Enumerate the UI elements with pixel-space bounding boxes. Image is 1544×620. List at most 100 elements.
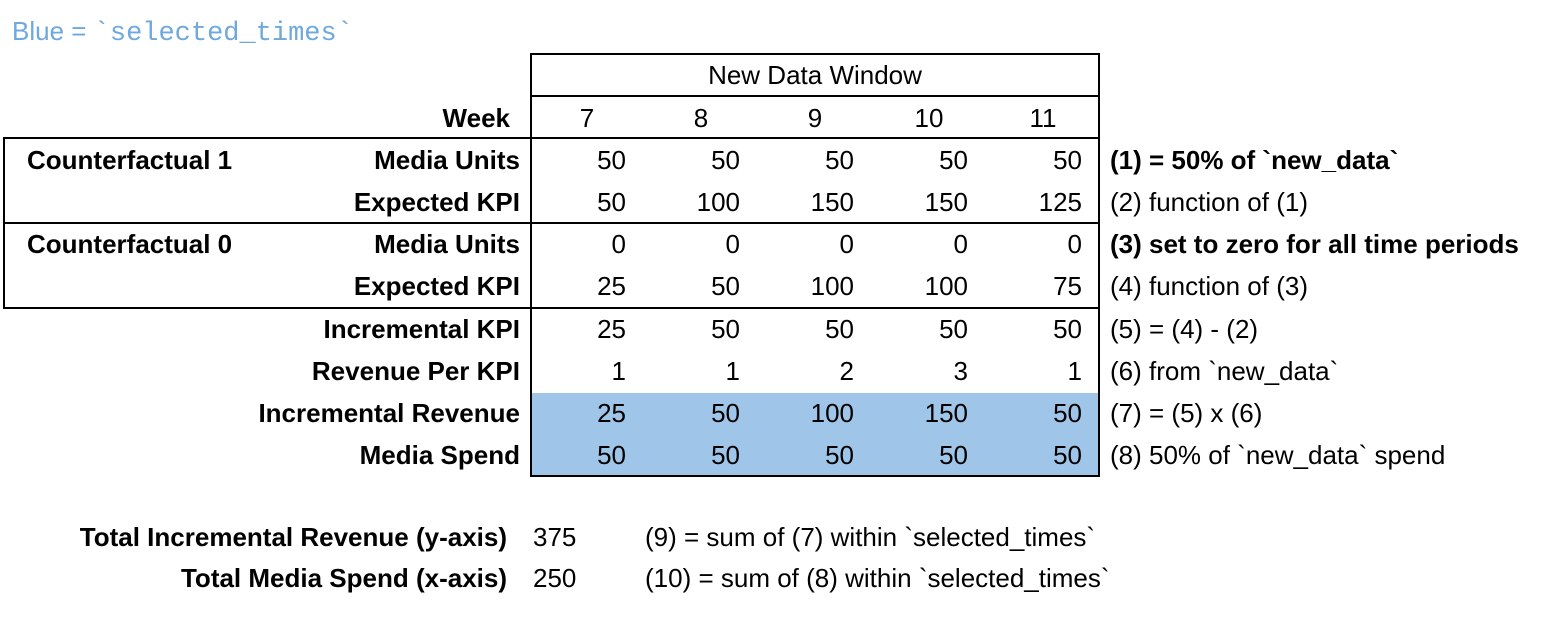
value-cell: 50 (1053, 398, 1082, 429)
value-cell: 50 (939, 440, 968, 471)
value-cell: 1 (611, 355, 626, 386)
value-cell: 50 (825, 144, 854, 175)
value-cells: 25 50 100 100 75 (530, 266, 1100, 308)
total-incremental-revenue-note: (9) = sum of (7) within `selected_times` (645, 521, 1096, 552)
value-cell: 50 (711, 398, 740, 429)
total-incremental-revenue-label: Total Incremental Revenue (y-axis) (79, 521, 507, 552)
selected-times-cells: 50 50 50 50 50 (530, 434, 1100, 477)
total-incremental-revenue-value: 375 (533, 521, 577, 552)
row-label: Media Units (374, 144, 520, 175)
row-annotation: (1) = 50% of `new_data` (1110, 144, 1399, 175)
value-cell: 50 (825, 313, 854, 344)
row-annotation: (6) from `new_data` (1110, 355, 1339, 386)
value-cells: 0 0 0 0 0 (530, 224, 1100, 266)
value-cells: 25 50 50 50 50 (530, 308, 1100, 350)
value-cell: 50 (597, 144, 626, 175)
total-media-spend-value: 250 (533, 562, 577, 593)
table-rows: Counterfactual 1 Media Units 50 50 50 50 50 (1)… (5, 139, 1535, 477)
row-label: Media Units (374, 229, 520, 260)
value-cell: 50 (939, 144, 968, 175)
value-cell: 0 (611, 229, 626, 260)
week-label: Week (442, 102, 510, 133)
row-label: Revenue Per KPI (311, 355, 520, 386)
total-media-spend-note: (10) = sum of (8) within `selected_times… (645, 562, 1110, 593)
table-row: Counterfactual 0 Media Units 0 0 0 0 0 (3) set … (5, 224, 1535, 266)
row-label: Expected KPI (353, 186, 520, 217)
value-cell: 1 (725, 355, 740, 386)
legend-code: `selected_times` (93, 19, 353, 49)
value-cell: 50 (939, 313, 968, 344)
value-cell: 50 (597, 186, 626, 217)
value-cell: 50 (1053, 440, 1082, 471)
table-row: Expected KPI 25 50 100 100 75 (4) function of … (5, 266, 1535, 308)
total-row: Total Media Spend (x-axis) 250 (10) = su… (0, 557, 1544, 599)
value-cell: 0 (1067, 229, 1082, 260)
week-number-cell: 11 (1029, 102, 1057, 133)
value-cell: 25 (597, 313, 626, 344)
group-label: Counterfactual 0 (27, 229, 233, 260)
value-cell: 50 (711, 271, 740, 302)
group-label (5, 181, 250, 223)
table-row: Expected KPI 50 100 150 150 125 (2) function o… (5, 181, 1535, 223)
value-cell: 50 (825, 440, 854, 471)
value-cell: 75 (1053, 271, 1082, 302)
group-label (5, 393, 250, 435)
row-label: Media Spend (359, 440, 520, 471)
legend-note: Blue = `selected_times` (12, 16, 353, 49)
week-number-cell: 9 (807, 102, 823, 133)
row-label: Incremental KPI (323, 313, 520, 344)
total-row: Total Incremental Revenue (y-axis) 375 (… (0, 516, 1544, 558)
value-cell: 0 (953, 229, 968, 260)
value-cell: 1 (1067, 355, 1082, 386)
group-label (5, 350, 250, 392)
value-cell: 50 (711, 144, 740, 175)
row-annotation: (5) = (4) - (2) (1110, 313, 1259, 344)
new-data-window-title: New Data Window (708, 59, 922, 90)
week-row: 7 8 9 10 11 (530, 97, 1100, 139)
row-annotation: (7) = (5) x (6) (1110, 398, 1263, 429)
row-annotation: (2) function of (1) (1110, 186, 1308, 217)
group-label: Counterfactual 1 (27, 144, 233, 175)
table-row: Media Spend 50 50 50 50 50 (8) 50% of `new_dat… (5, 434, 1535, 477)
value-cell: 100 (810, 271, 854, 302)
week-number-cell: 10 (914, 102, 944, 133)
week-number-cell: 7 (579, 102, 595, 133)
total-media-spend-label: Total Media Spend (x-axis) (180, 562, 507, 593)
selected-times-cells: 25 50 100 150 50 (530, 392, 1100, 435)
value-cell: 150 (924, 398, 968, 429)
value-cell: 3 (953, 355, 968, 386)
table-row: Revenue Per KPI 1 1 2 3 1 (6) from `new_data` (5, 350, 1535, 392)
value-cell: 50 (711, 440, 740, 471)
value-cell: 100 (696, 186, 740, 217)
value-cells: 50 100 150 150 125 (530, 181, 1100, 223)
value-cell: 0 (725, 229, 740, 260)
group-label (5, 435, 250, 477)
row-annotation: (3) set to zero for all time periods (1110, 229, 1519, 260)
row-annotation: (4) function of (3) (1110, 271, 1308, 302)
table-row: Incremental KPI 25 50 50 50 50 (5) = (4) - (2) (5, 308, 1535, 350)
value-cell: 25 (597, 398, 626, 429)
group-label (5, 308, 250, 350)
table-row: Counterfactual 1 Media Units 50 50 50 50 50 (1)… (5, 139, 1535, 181)
table-row: Incremental Revenue 25 50 100 150 50 (7) = (5)… (5, 392, 1535, 435)
value-cell: 50 (711, 313, 740, 344)
legend-prefix: Blue = (12, 16, 94, 46)
value-cell: 2 (839, 355, 854, 386)
row-label: Incremental Revenue (258, 398, 520, 429)
value-cells: 1 1 2 3 1 (530, 350, 1100, 392)
value-cells: 50 50 50 50 50 (530, 139, 1100, 181)
value-cell: 100 (924, 271, 968, 302)
value-cell: 150 (810, 186, 854, 217)
week-number-cell: 8 (693, 102, 709, 133)
value-cell: 0 (839, 229, 854, 260)
value-cell: 25 (597, 271, 626, 302)
row-label: Expected KPI (353, 271, 520, 302)
value-cell: 125 (1038, 186, 1082, 217)
value-cell: 50 (597, 440, 626, 471)
value-cell: 100 (810, 398, 854, 429)
row-annotation: (8) 50% of `new_data` spend (1110, 440, 1446, 471)
group-label (5, 266, 250, 308)
value-cell: 150 (924, 186, 968, 217)
value-cell: 50 (1053, 313, 1082, 344)
